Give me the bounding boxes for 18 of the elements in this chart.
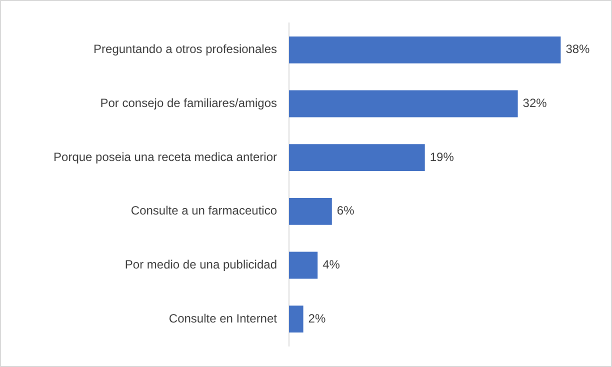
y-tick-label: Consulte en Internet <box>168 311 278 326</box>
bar <box>289 306 304 333</box>
data-label: 2% <box>308 311 326 326</box>
y-tick-label: Consulte a un farmaceutico <box>130 204 278 218</box>
bar <box>289 90 518 118</box>
data-label: 38% <box>566 42 590 56</box>
y-tick-label: Porque poseia una receta medica anterior <box>54 150 277 164</box>
y-tick-label: Por medio de una publicidad <box>124 258 277 272</box>
bar <box>289 252 318 279</box>
bar <box>289 198 332 225</box>
y-tick-label: Preguntando a otros profesionales <box>94 42 277 56</box>
data-label: 19% <box>430 150 454 164</box>
data-label: 32% <box>522 96 548 110</box>
data-label: 4% <box>322 258 340 272</box>
data-label: 6% <box>336 204 355 218</box>
bar <box>289 36 561 64</box>
bar <box>289 144 425 172</box>
y-tick-label: Por consejo de familiares/amigos <box>100 96 277 110</box>
